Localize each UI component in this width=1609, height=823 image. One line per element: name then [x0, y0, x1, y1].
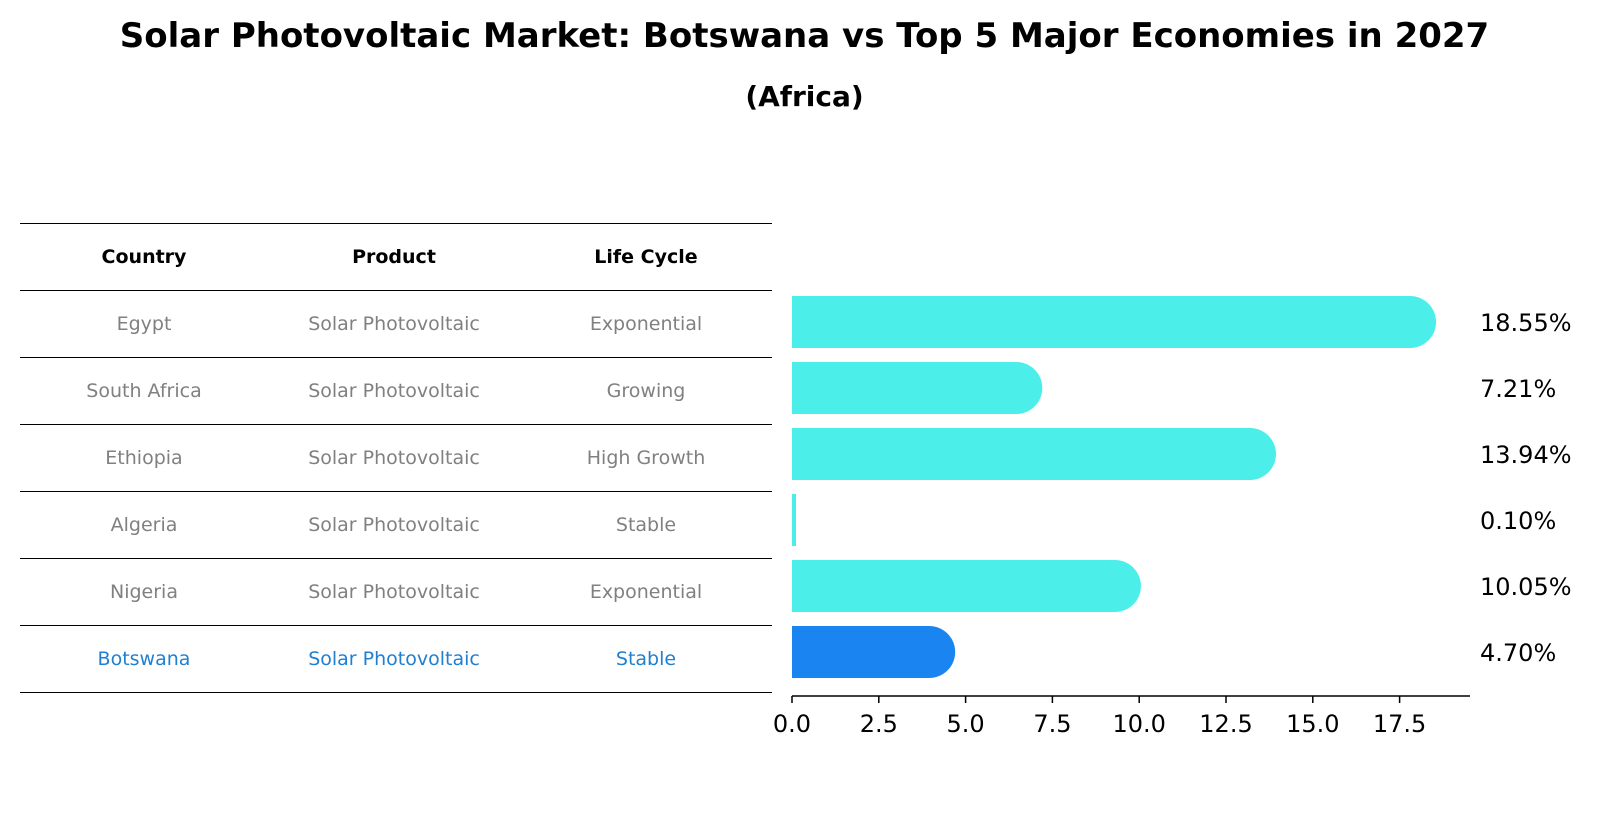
x-axis: 0.0 2.5 5.0 7.5 10.0 12.5 15.0 17.5 — [773, 695, 1470, 738]
cell-life-cycle: Exponential — [520, 290, 772, 358]
bar-algeria — [792, 494, 796, 546]
x-tick-label: 0.0 — [773, 710, 811, 738]
value-label-nigeria: 10.05% — [1480, 573, 1572, 601]
x-tick-label: 10.0 — [1112, 710, 1165, 738]
value-label-egypt: 18.55% — [1480, 309, 1572, 337]
cell-product: Solar Photovoltaic — [268, 290, 520, 358]
cell-country: Nigeria — [20, 558, 268, 626]
market-table: Country Product Life Cycle Egypt Solar P… — [20, 223, 772, 693]
value-label-south-africa: 7.21% — [1480, 375, 1556, 403]
x-tick-label: 5.0 — [947, 710, 985, 738]
chart-title: Solar Photovoltaic Market: Botswana vs T… — [119, 16, 1490, 56]
chart-subtitle: (Africa) — [745, 80, 864, 113]
cell-country: Egypt — [20, 290, 268, 358]
cell-life-cycle: High Growth — [520, 424, 772, 492]
cell-country: Algeria — [20, 491, 268, 559]
x-tick-label: 7.5 — [1033, 710, 1071, 738]
cell-country: Botswana — [20, 625, 268, 693]
bar-egypt — [792, 296, 1437, 348]
cell-country: South Africa — [20, 357, 268, 425]
value-label-botswana: 4.70% — [1480, 639, 1556, 667]
header-country: Country — [20, 223, 268, 291]
value-label-algeria: 0.10% — [1480, 507, 1556, 535]
bar-south-africa — [792, 362, 1043, 414]
x-tick-label: 12.5 — [1199, 710, 1252, 738]
cell-product: Solar Photovoltaic — [268, 625, 520, 693]
x-tick-label: 15.0 — [1286, 710, 1339, 738]
cell-product: Solar Photovoltaic — [268, 558, 520, 626]
x-tick-label: 2.5 — [860, 710, 898, 738]
header-product: Product — [268, 223, 520, 291]
cell-life-cycle: Stable — [520, 625, 772, 693]
table-row: Ethiopia Solar Photovoltaic High Growth — [20, 424, 772, 492]
cell-product: Solar Photovoltaic — [268, 491, 520, 559]
cell-country: Ethiopia — [20, 424, 268, 492]
cell-life-cycle: Growing — [520, 357, 772, 425]
table-row: Egypt Solar Photovoltaic Exponential — [20, 290, 772, 358]
table-header-row: Country Product Life Cycle — [20, 223, 772, 291]
bar-ethiopia — [792, 428, 1276, 480]
table-row: South Africa Solar Photovoltaic Growing — [20, 357, 772, 425]
x-tick-label: 17.5 — [1373, 710, 1426, 738]
table-row-highlight: Botswana Solar Photovoltaic Stable — [20, 625, 772, 693]
value-labels-group: 18.55% 7.21% 13.94% 0.10% 10.05% 4.70% — [1480, 309, 1572, 667]
bar-botswana — [792, 626, 956, 678]
cell-product: Solar Photovoltaic — [268, 357, 520, 425]
value-label-ethiopia: 13.94% — [1480, 441, 1572, 469]
table-row: Algeria Solar Photovoltaic Stable — [20, 491, 772, 559]
cell-life-cycle: Exponential — [520, 558, 772, 626]
bar-nigeria — [792, 560, 1141, 612]
header-life-cycle: Life Cycle — [520, 223, 772, 291]
cell-life-cycle: Stable — [520, 491, 772, 559]
table-row: Nigeria Solar Photovoltaic Exponential — [20, 558, 772, 626]
bars-group — [792, 296, 1437, 678]
cell-product: Solar Photovoltaic — [268, 424, 520, 492]
